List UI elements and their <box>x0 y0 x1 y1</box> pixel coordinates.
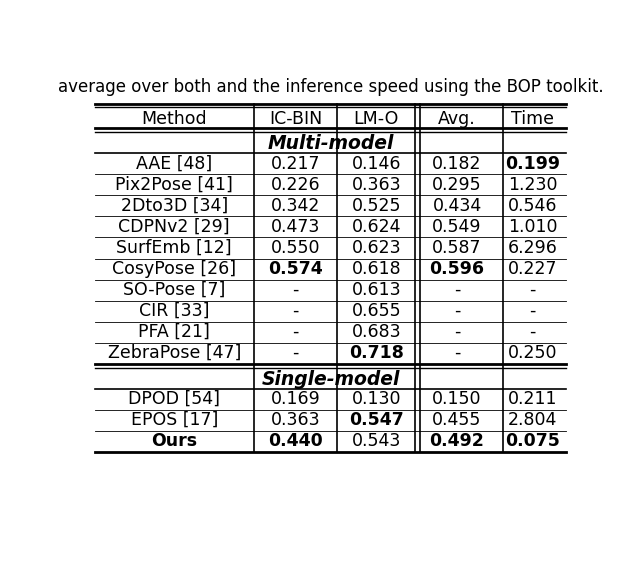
Text: 0.363: 0.363 <box>351 176 401 194</box>
Text: 0.683: 0.683 <box>351 323 401 341</box>
Text: 0.596: 0.596 <box>429 260 484 278</box>
Text: 0.613: 0.613 <box>351 281 401 299</box>
Text: SurfEmb [12]: SurfEmb [12] <box>116 239 232 257</box>
Text: -: - <box>529 323 536 341</box>
Text: DPOD [54]: DPOD [54] <box>128 390 220 408</box>
Text: 0.473: 0.473 <box>271 218 320 236</box>
Text: 0.455: 0.455 <box>433 411 482 429</box>
Text: -: - <box>454 281 460 299</box>
Text: 0.718: 0.718 <box>349 344 404 362</box>
Text: 0.169: 0.169 <box>271 390 321 408</box>
Text: Multi-model: Multi-model <box>268 135 394 154</box>
Text: 0.226: 0.226 <box>271 176 320 194</box>
Text: 0.440: 0.440 <box>268 432 323 450</box>
Text: CIR [33]: CIR [33] <box>139 302 209 320</box>
Text: EPOS [17]: EPOS [17] <box>131 411 218 429</box>
Text: 0.227: 0.227 <box>508 260 557 278</box>
Text: 0.182: 0.182 <box>432 155 482 173</box>
Text: 0.295: 0.295 <box>432 176 482 194</box>
Text: IC-BIN: IC-BIN <box>269 110 322 128</box>
Text: -: - <box>454 344 460 362</box>
Text: 0.342: 0.342 <box>271 197 320 215</box>
Text: 0.199: 0.199 <box>505 155 560 173</box>
Text: -: - <box>292 323 299 341</box>
Text: PFA [21]: PFA [21] <box>138 323 211 341</box>
Text: LM-O: LM-O <box>353 110 399 128</box>
Text: 0.624: 0.624 <box>351 218 401 236</box>
Text: 0.543: 0.543 <box>351 432 401 450</box>
Text: 0.655: 0.655 <box>351 302 401 320</box>
Text: Pix2Pose [41]: Pix2Pose [41] <box>115 176 233 194</box>
Text: Ours: Ours <box>151 432 197 450</box>
Text: 0.550: 0.550 <box>271 239 320 257</box>
Text: 0.146: 0.146 <box>351 155 401 173</box>
Text: 0.492: 0.492 <box>429 432 484 450</box>
Text: average over both and the inference speed using the BOP toolkit.: average over both and the inference spee… <box>58 78 604 96</box>
Text: 0.525: 0.525 <box>351 197 401 215</box>
Text: 0.130: 0.130 <box>351 390 401 408</box>
Text: 0.618: 0.618 <box>351 260 401 278</box>
Text: SO-Pose [7]: SO-Pose [7] <box>123 281 225 299</box>
Text: 2.804: 2.804 <box>508 411 557 429</box>
Text: 0.434: 0.434 <box>433 197 482 215</box>
Text: 1.230: 1.230 <box>508 176 557 194</box>
Text: 0.250: 0.250 <box>508 344 557 362</box>
Text: -: - <box>529 281 536 299</box>
Text: AAE [48]: AAE [48] <box>136 155 212 173</box>
Text: -: - <box>454 323 460 341</box>
Text: 0.574: 0.574 <box>268 260 323 278</box>
Text: ZebraPose [47]: ZebraPose [47] <box>108 344 241 362</box>
Text: 0.587: 0.587 <box>432 239 482 257</box>
Text: 0.546: 0.546 <box>508 197 557 215</box>
Text: Avg.: Avg. <box>438 110 476 128</box>
Text: 0.217: 0.217 <box>271 155 320 173</box>
Text: 0.075: 0.075 <box>505 432 560 450</box>
Text: 0.211: 0.211 <box>508 390 557 408</box>
Text: Method: Method <box>141 110 207 128</box>
Text: 6.296: 6.296 <box>508 239 557 257</box>
Text: CDPNv2 [29]: CDPNv2 [29] <box>118 218 230 236</box>
Text: 0.363: 0.363 <box>271 411 320 429</box>
Text: -: - <box>292 302 299 320</box>
Text: 1.010: 1.010 <box>508 218 557 236</box>
Text: 0.549: 0.549 <box>432 218 482 236</box>
Text: Single-model: Single-model <box>261 370 399 388</box>
Text: -: - <box>529 302 536 320</box>
Text: -: - <box>292 344 299 362</box>
Text: -: - <box>454 302 460 320</box>
Text: 0.150: 0.150 <box>432 390 482 408</box>
Text: 2Dto3D [34]: 2Dto3D [34] <box>121 197 228 215</box>
Text: CosyPose [26]: CosyPose [26] <box>112 260 236 278</box>
Text: Time: Time <box>511 110 554 128</box>
Text: -: - <box>292 281 299 299</box>
Text: 0.547: 0.547 <box>349 411 404 429</box>
Text: 0.623: 0.623 <box>351 239 401 257</box>
